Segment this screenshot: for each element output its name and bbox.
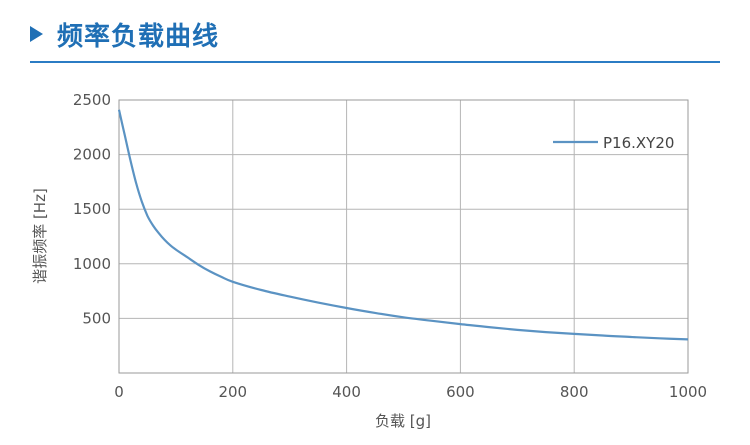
grid-lines <box>119 100 688 373</box>
x-tick-label: 600 <box>446 383 475 401</box>
x-tick-label: 200 <box>218 383 247 401</box>
play-triangle-icon <box>30 26 43 42</box>
header-divider <box>30 61 720 63</box>
y-tick-labels: 500 1000 1500 2000 2500 <box>73 91 111 327</box>
x-axis-label: 负载 [g] <box>375 412 431 430</box>
y-tick-label: 2000 <box>73 146 111 164</box>
x-tick-label: 800 <box>560 383 589 401</box>
section-title: 频率负载曲线 <box>57 21 220 52</box>
x-tick-label: 0 <box>114 383 124 401</box>
section-header: 频率负载曲线 <box>30 14 219 54</box>
y-axis-label: 谐振频率 [Hz] <box>31 188 49 284</box>
y-tick-label: 1500 <box>73 200 111 218</box>
series-line-p16-xy20 <box>117 109 689 341</box>
y-tick-label: 2500 <box>73 91 111 109</box>
legend-label: P16.XY20 <box>603 134 674 152</box>
y-tick-label: 1000 <box>73 255 111 273</box>
x-tick-labels: 0 200 400 600 800 1000 <box>114 383 707 401</box>
y-tick-label: 500 <box>82 309 111 327</box>
x-tick-label: 400 <box>332 383 361 401</box>
x-tick-label: 1000 <box>669 383 707 401</box>
legend: P16.XY20 <box>553 134 674 152</box>
plot-frame <box>118 99 689 374</box>
